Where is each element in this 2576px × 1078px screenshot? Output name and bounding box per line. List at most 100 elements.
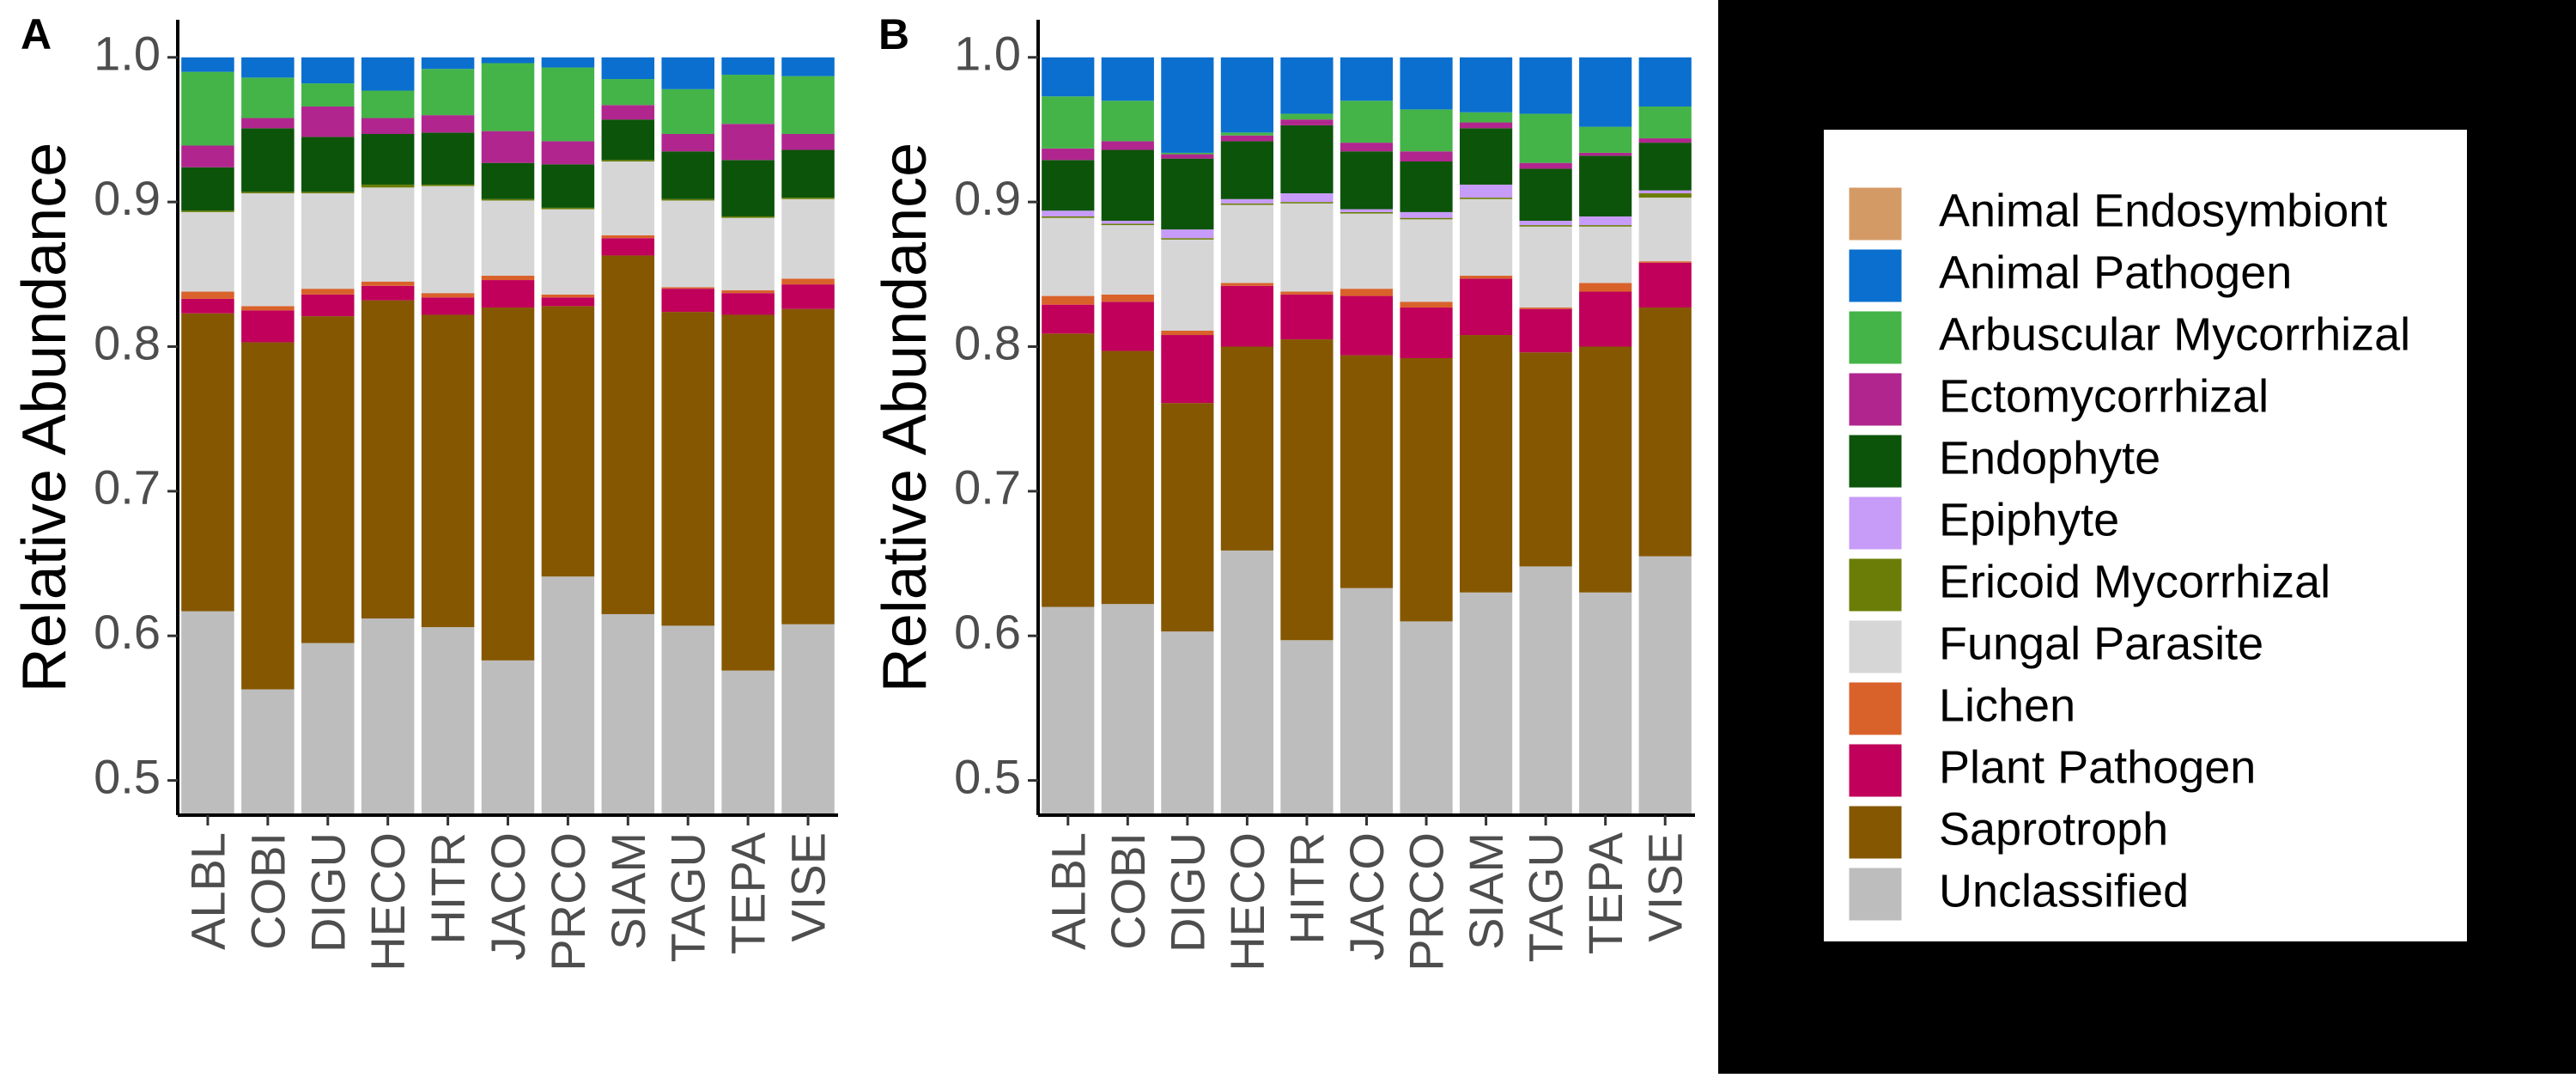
x-tick-label: SIAM: [1459, 832, 1513, 950]
bar-segment: [1579, 291, 1632, 347]
legend-key: [1846, 556, 1905, 614]
bar-segment: [1459, 198, 1513, 277]
bar-segment: [481, 280, 535, 308]
legend-key: [1846, 247, 1905, 305]
bar-segment: [1161, 631, 1214, 815]
x-tick-label: TAGU: [661, 832, 715, 962]
bar-segment: [1579, 155, 1632, 216]
bar-segment: [1220, 283, 1274, 286]
bar-segment: [1280, 640, 1334, 815]
bar-segment: [781, 149, 835, 198]
bar-segment: [1579, 126, 1632, 153]
bar-segment: [1400, 161, 1453, 212]
bar-segment: [301, 289, 355, 295]
bar-segment: [1579, 592, 1632, 815]
bar-segment: [1042, 217, 1095, 296]
bar-segment: [421, 314, 475, 628]
bar-segment: [421, 69, 475, 116]
bar-segment: [721, 314, 775, 671]
bar-segment: [541, 207, 595, 210]
bar-segment: [361, 285, 415, 301]
bar-segment: [1220, 346, 1274, 551]
bar-segment: [241, 310, 295, 343]
bar-segment: [541, 67, 595, 142]
bar-segment: [1459, 278, 1513, 336]
bar-segment: [721, 74, 775, 125]
bar-segment: [1101, 294, 1154, 302]
bar-segment: [541, 141, 595, 165]
y-axis-title: Relative Abundance: [871, 143, 939, 692]
bar-segment: [361, 187, 415, 282]
bar-segment: [1101, 350, 1154, 605]
bar-segment: [661, 289, 714, 313]
x-tick-label: COBI: [1101, 832, 1155, 950]
bar-segment: [1459, 198, 1513, 199]
bar-segment: [1101, 149, 1154, 222]
bar-segment: [1340, 209, 1394, 212]
series-group: Saprotroph: [1042, 308, 1692, 641]
bar-segment: [1042, 148, 1095, 161]
bar-segment: [361, 134, 415, 185]
series-group: Ericoid Mycorrhizal: [1042, 193, 1692, 240]
bar-segment: [1400, 357, 1453, 622]
bar-segment: [1340, 588, 1394, 815]
bar-segment: [1340, 143, 1394, 152]
bar-segment: [1638, 262, 1692, 308]
legend-label: Ectomycorrhizal: [1939, 370, 2269, 422]
legend-label: Ericoid Mycorrhizal: [1939, 556, 2330, 607]
bar-segment: [781, 198, 835, 199]
legend-label: Epiphyte: [1939, 494, 2119, 545]
bar-segment: [1101, 225, 1154, 295]
bar-segment: [181, 167, 234, 211]
y-tick-label: 1.0: [954, 27, 1021, 81]
x-tick-label: HECO: [1220, 832, 1274, 971]
bar-segment: [1519, 57, 1572, 114]
legend-key: [1846, 370, 1905, 429]
bar-segment: [181, 145, 234, 167]
bar-segment: [301, 137, 355, 192]
bar-segment: [661, 200, 714, 288]
bar-segment: [1220, 57, 1274, 133]
bar-segment: [1161, 154, 1214, 159]
bar-segment: [541, 164, 595, 208]
bar-segment: [661, 625, 714, 815]
series-group: Lichen: [1042, 261, 1692, 336]
bar-segment: [1042, 216, 1095, 218]
plot: UnclassifiedSaprotrophPlant PathogenLich…: [181, 57, 835, 815]
bar-segment: [1400, 621, 1453, 815]
bar-segment: [301, 294, 355, 317]
bar-segment: [481, 660, 535, 815]
bar-segment: [661, 134, 714, 152]
bar-segment: [241, 193, 295, 307]
bar-segment: [601, 238, 655, 256]
bar-segment: [1042, 160, 1095, 211]
bar-segment: [1579, 346, 1632, 593]
bar-segment: [541, 57, 595, 68]
bar-segment: [781, 198, 835, 279]
bar-segment: [1280, 125, 1334, 194]
bar-segment: [1340, 57, 1394, 101]
bar-segment: [661, 151, 714, 199]
y-tick-label: 0.9: [954, 171, 1021, 225]
bar-segment: [1459, 57, 1513, 113]
bar-segment: [181, 211, 234, 292]
series-group: Unclassified: [181, 576, 835, 815]
bar-segment: [1519, 352, 1572, 567]
bar-segment: [1220, 132, 1274, 136]
legend-key: [1846, 494, 1905, 552]
series-group: Plant Pathogen: [181, 238, 835, 343]
bar-segment: [1579, 57, 1632, 127]
y-tick-label: 0.7: [94, 460, 161, 515]
x-tick-label: TAGU: [1519, 832, 1573, 962]
bar-segment: [1280, 57, 1334, 114]
bar-segment: [541, 306, 595, 577]
x-tick-label: PRCO: [541, 832, 595, 971]
bar-segment: [1161, 158, 1214, 230]
bar-segment: [1340, 211, 1394, 214]
bar-segment: [721, 216, 775, 218]
bar-segment: [421, 297, 475, 315]
series-group: Endophyte: [181, 119, 835, 216]
bar-segment: [1220, 285, 1274, 347]
bar-segment: [1400, 308, 1453, 358]
bar-segment: [781, 57, 835, 76]
